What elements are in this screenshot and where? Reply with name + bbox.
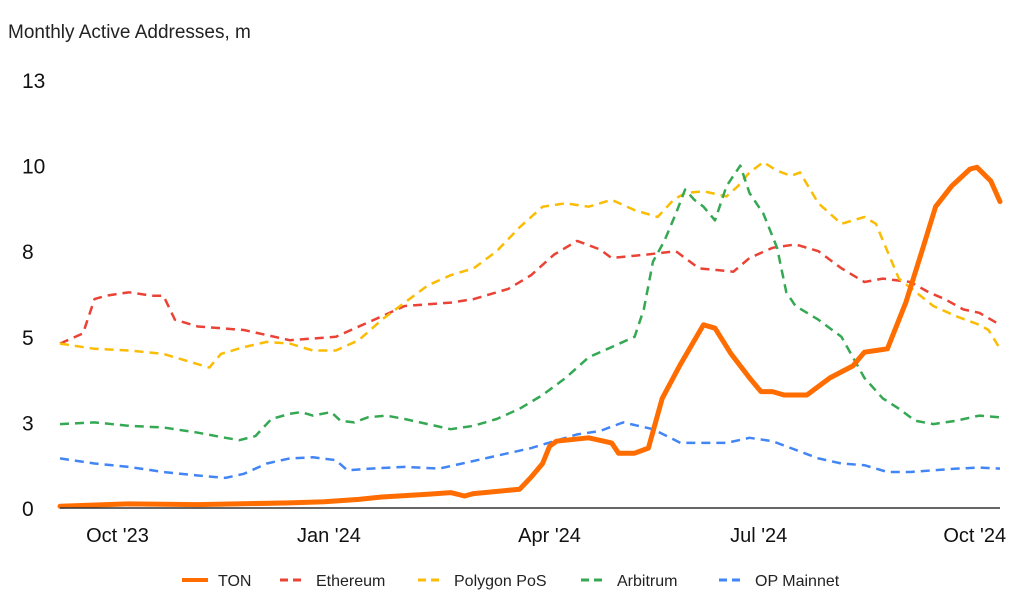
legend-label: Polygon PoS [454,573,547,590]
y-tick-labels: 0 3 5 8 10 13 [22,70,45,521]
legend-item-ethereum: Ethereum [280,573,385,590]
legend-item-polygon-pos: Polygon PoS [418,573,547,590]
y-tick-label: 10 [22,156,45,179]
legend: TON Ethereum Polygon PoS Arbitrum OP Mainnet [182,573,840,590]
series-line-op-mainnet [59,421,1001,480]
x-tick-label: Jan '24 [297,525,361,547]
y-axis-title: Monthly Active Addresses, m [8,22,251,43]
legend-label: TON [218,573,251,590]
series-line-polygon-pos [59,160,1002,369]
series-line-arbitrum [59,164,1001,442]
y-tick-label: 0 [22,498,34,521]
plot-area [57,160,1003,509]
legend-item-arbitrum: Arbitrum [581,573,677,590]
legend-label: Arbitrum [617,573,677,590]
x-tick-label: Oct '24 [943,525,1006,547]
legend-label: OP Mainnet [755,573,840,590]
series-line-ethereum [59,239,1001,345]
legend-item-op-mainnet: OP Mainnet [719,573,840,590]
y-tick-label: 3 [22,412,34,435]
legend-label: Ethereum [316,573,385,590]
x-tick-label: Oct '23 [86,525,149,547]
y-tick-label: 13 [22,70,45,93]
x-tick-labels: Oct '23 Jan '24 Apr '24 Jul '24 Oct '24 [86,525,1006,547]
legend-item-ton: TON [182,573,251,590]
series-line-ton [57,164,1003,509]
y-tick-label: 8 [22,241,34,264]
y-tick-label: 5 [22,327,34,350]
x-tick-label: Apr '24 [518,525,581,547]
x-tick-label: Jul '24 [730,525,787,547]
